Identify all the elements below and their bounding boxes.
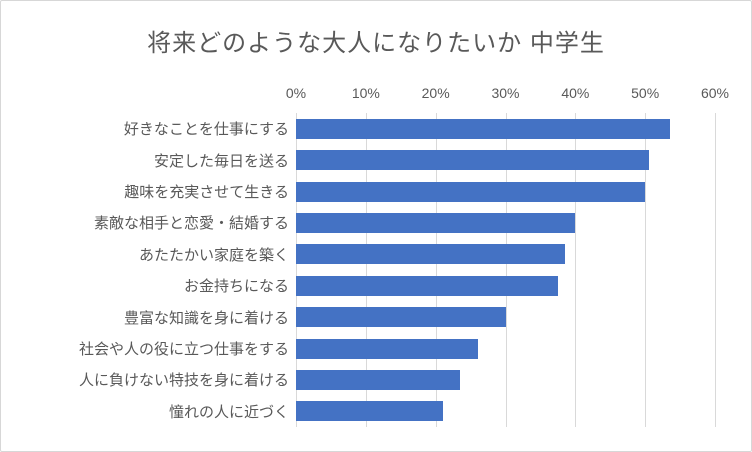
- gridline: [296, 113, 297, 427]
- bar: [296, 181, 646, 202]
- gridline: [505, 113, 507, 427]
- gridline: [435, 113, 437, 427]
- category-label: 憧れの人に近づく: [168, 403, 289, 421]
- x-axis-tick-label: 50%: [631, 85, 660, 101]
- bar: [296, 244, 565, 265]
- gridline: [575, 113, 577, 427]
- bar: [296, 212, 576, 233]
- x-axis-tick-label: 40%: [561, 85, 590, 101]
- x-axis-tick-label: 60%: [700, 85, 730, 101]
- bar: [296, 118, 670, 139]
- category-label: お金持ちになる: [183, 278, 289, 296]
- gridline: [365, 113, 367, 427]
- gridline: [645, 113, 647, 427]
- y-axis-labels: 好きなことを仕事にする安定した毎日を送る趣味を充実させて生きる素敵な相手と恋愛・…: [1, 113, 289, 427]
- category-label: あたたかい家庭を築く: [138, 246, 289, 264]
- gridline: [715, 113, 716, 427]
- category-label: 人に負けない特技を身に着ける: [78, 372, 289, 390]
- bar: [296, 369, 461, 390]
- category-label: 豊富な知識を身に着ける: [123, 309, 289, 327]
- x-axis-tick-label: 30%: [491, 85, 520, 101]
- x-axis-tick-label: 10%: [351, 85, 380, 101]
- category-label: 好きなことを仕事にする: [123, 121, 289, 139]
- bar: [296, 150, 649, 171]
- bar: [296, 275, 558, 296]
- plot-area: [296, 113, 716, 427]
- category-label: 趣味を充実させて生きる: [124, 183, 289, 201]
- bar: [296, 307, 506, 328]
- chart-title: 将来どのような大人になりたいか 中学生: [147, 30, 605, 57]
- x-axis-tick-label: 20%: [421, 85, 450, 101]
- bar: [296, 401, 443, 422]
- x-axis-tick-label: 0%: [285, 85, 307, 101]
- category-label: 安定した毎日を送る: [153, 152, 289, 170]
- category-label: 素敵な相手と恋愛・結婚する: [93, 215, 289, 233]
- bar: [296, 338, 478, 359]
- x-axis: 0% 10% 20% 30% 40% 50% 60%: [1, 85, 751, 103]
- category-label: 社会や人の役に立つ仕事をする: [78, 340, 289, 358]
